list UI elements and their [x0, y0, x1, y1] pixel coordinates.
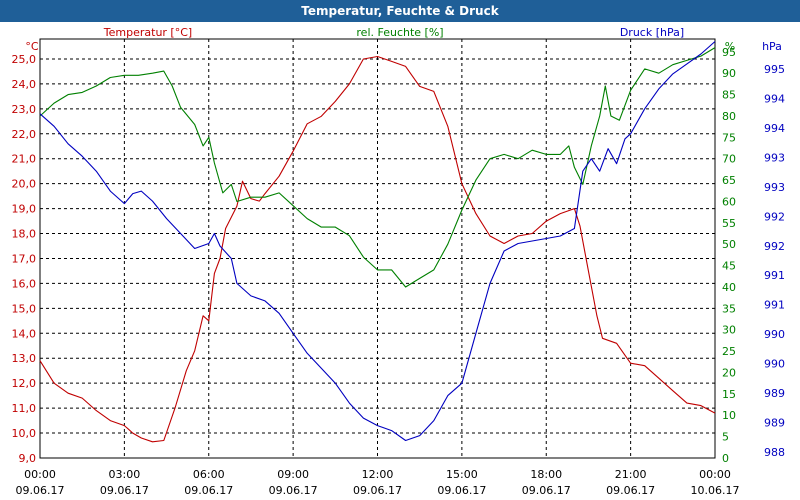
- date-tick-label: 09.06.17: [16, 484, 65, 497]
- humidity-tick-label: 0: [722, 452, 729, 465]
- temperature-tick-label: 22,0: [12, 128, 37, 141]
- pressure-tick-label: 994: [764, 92, 785, 105]
- humidity-tick-label: 85: [722, 89, 736, 102]
- pressure-tick-label: 991: [764, 269, 785, 282]
- date-tick-label: 10.06.17: [691, 484, 740, 497]
- time-tick-label: 12:00: [362, 468, 394, 481]
- pressure-tick-label: 991: [764, 299, 785, 312]
- time-tick-label: 06:00: [193, 468, 225, 481]
- pressure-tick-label: 992: [764, 240, 785, 253]
- humidity-tick-label: 95: [722, 46, 736, 59]
- pressure-tick-label: 994: [764, 122, 785, 135]
- temperature-tick-label: 12,0: [12, 377, 37, 390]
- humidity-tick-label: 40: [722, 281, 736, 294]
- pressure-tick-label: 989: [764, 417, 785, 430]
- time-tick-label: 00:00: [24, 468, 56, 481]
- humidity-tick-label: 45: [722, 260, 736, 273]
- temperature-tick-label: 20,0: [12, 178, 37, 191]
- temperature-line: [39, 55, 716, 443]
- legend-pressure: Druck [hPa]: [620, 26, 684, 39]
- date-tick-label: 09.06.17: [269, 484, 318, 497]
- temperature-tick-label: 24,0: [12, 78, 37, 91]
- humidity-tick-label: 60: [722, 195, 736, 208]
- pressure-axis: 988 989 989 990 990 991 991 992 992 993 993 994 994 9…: [764, 63, 785, 459]
- humidity-tick-label: 10: [722, 409, 736, 422]
- humidity-tick-label: 90: [722, 67, 736, 80]
- humidity-line: [39, 47, 716, 288]
- date-tick-label: 09.06.17: [184, 484, 233, 497]
- humidity-tick-label: 65: [722, 174, 736, 187]
- pressure-tick-label: 990: [764, 358, 785, 371]
- humidity-tick-label: 30: [722, 324, 736, 337]
- humidity-axis: 0 5 10 15 20 25 30 35 40 45 50 55 60 65 70 75 80 85 90 95: [722, 46, 736, 465]
- temperature-tick-label: 10,0: [12, 427, 37, 440]
- pressure-tick-label: 995: [764, 63, 785, 76]
- time-tick-label: 09:00: [277, 468, 309, 481]
- time-axis: 00:00 09.06.17 03:00 09.06.17 06:00 09.06.17 0…: [16, 468, 740, 497]
- pressure-tick-label: 989: [764, 387, 785, 400]
- temperature-tick-label: 25,0: [12, 53, 37, 66]
- temperature-tick-label: 19,0: [12, 203, 37, 216]
- temperature-tick-label: 9,0: [19, 452, 37, 465]
- date-tick-label: 09.06.17: [437, 484, 486, 497]
- temperature-tick-label: 17,0: [12, 252, 37, 265]
- pressure-tick-label: 988: [764, 446, 785, 459]
- humidity-tick-label: 35: [722, 302, 736, 315]
- date-tick-label: 09.06.17: [606, 484, 655, 497]
- humidity-tick-label: 25: [722, 345, 736, 358]
- time-tick-label: 21:00: [615, 468, 647, 481]
- pressure-tick-label: 993: [764, 151, 785, 164]
- humidity-tick-label: 55: [722, 217, 736, 230]
- temperature-tick-label: 15,0: [12, 302, 37, 315]
- humidity-tick-label: 15: [722, 388, 736, 401]
- temperature-unit: °C: [25, 40, 39, 53]
- date-tick-label: 09.06.17: [100, 484, 149, 497]
- date-tick-label: 09.06.17: [353, 484, 402, 497]
- time-tick-label: 03:00: [109, 468, 141, 481]
- humidity-tick-label: 70: [722, 153, 736, 166]
- humidity-tick-label: 20: [722, 366, 736, 379]
- legend-humidity: rel. Feuchte [%]: [356, 26, 443, 39]
- grid: [40, 39, 715, 458]
- pressure-tick-label: 992: [764, 210, 785, 223]
- window-title: Temperatur, Feuchte & Druck: [0, 0, 800, 22]
- temperature-tick-label: 14,0: [12, 327, 37, 340]
- time-tick-label: 18:00: [530, 468, 562, 481]
- date-tick-label: 09.06.17: [522, 484, 571, 497]
- pressure-line: [39, 41, 716, 442]
- humidity-tick-label: 75: [722, 131, 736, 144]
- humidity-tick-label: 50: [722, 238, 736, 251]
- temperature-tick-label: 18,0: [12, 228, 37, 241]
- pressure-tick-label: 993: [764, 181, 785, 194]
- time-tick-label: 15:00: [446, 468, 478, 481]
- temperature-tick-label: 21,0: [12, 153, 37, 166]
- humidity-unit: %: [725, 40, 735, 53]
- humidity-tick-label: 80: [722, 110, 736, 123]
- temperature-tick-label: 13,0: [12, 352, 37, 365]
- temperature-axis: 9,0 10,0 11,0 12,0 13,0 14,0 15,0 16,0 17,0 18,0 1…: [12, 53, 37, 465]
- pressure-unit: hPa: [762, 40, 782, 53]
- temperature-tick-label: 23,0: [12, 103, 37, 116]
- humidity-tick-label: 5: [722, 431, 729, 444]
- temperature-tick-label: 11,0: [12, 402, 37, 415]
- temperature-tick-label: 16,0: [12, 277, 37, 290]
- legend-temperature: Temperatur [°C]: [103, 26, 192, 39]
- time-tick-label: 00:00: [699, 468, 731, 481]
- pressure-tick-label: 990: [764, 328, 785, 341]
- series-group: [39, 41, 716, 443]
